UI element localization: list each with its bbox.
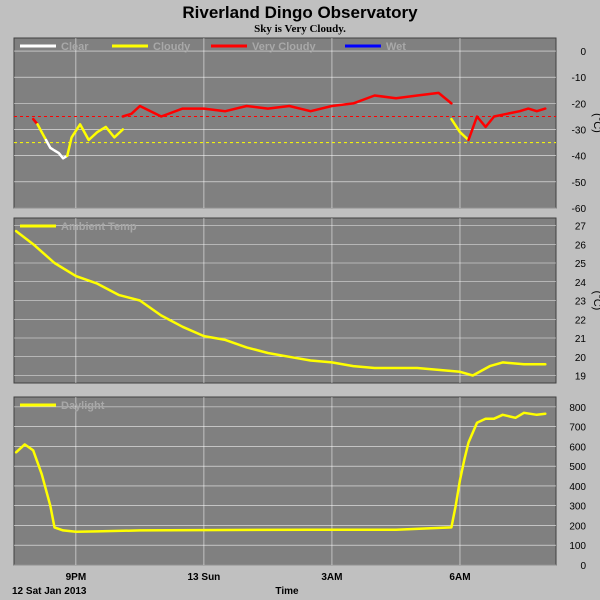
series-line: [66, 123, 125, 157]
legend-item: Daylight: [20, 400, 105, 412]
y-tick-label: 500: [569, 462, 586, 473]
y-tick-label: 300: [569, 502, 586, 513]
y-tick-label: 600: [569, 442, 586, 453]
y-tick-label: 100: [569, 541, 586, 552]
legend-item: Cloudy: [112, 41, 191, 53]
x-axis-start-date: 12 Sat Jan 2013: [12, 586, 87, 597]
y-tick-label: 800: [569, 403, 586, 414]
y-tick-label: 26: [575, 240, 587, 251]
plot-area: [13, 37, 557, 209]
y-tick-label: -40: [572, 152, 587, 163]
y-tick-label: 27: [575, 222, 587, 233]
legend-item: Ambient Temp: [20, 221, 137, 233]
chart-title: Riverland Dingo Observatory: [182, 3, 418, 22]
series-line: [36, 123, 48, 142]
series-line: [14, 229, 547, 377]
series-line: [450, 117, 470, 142]
legend-label: Very Cloudy: [252, 41, 316, 53]
y-tick-label: -30: [572, 126, 587, 137]
y-axis-label: (°C): [591, 113, 600, 133]
x-tick-label: 13 Sun: [188, 572, 221, 583]
legend-label: Cloudy: [153, 41, 191, 53]
chart-panel-3: 800 700 600 500 400 300 200 100 0 Daylight: [13, 396, 586, 572]
legend-item: Very Cloudy: [211, 41, 316, 53]
y-tick-label: 25: [575, 259, 587, 270]
x-tick-label: 6AM: [449, 572, 470, 583]
y-tick-label: 200: [569, 521, 586, 532]
y-tick-label: -50: [572, 178, 587, 189]
y-tick-label: 24: [575, 278, 587, 289]
series-line: [14, 411, 547, 534]
legend-item: Wet: [345, 41, 406, 53]
chart-panels: 0 -10 -20 -30 -40 -50 -60 (°C) Clear Cloudy Very C…: [13, 37, 600, 572]
legend-label: Daylight: [61, 400, 105, 412]
chart-panel-1: 0 -10 -20 -30 -40 -50 -60 (°C) Clear Cloudy Very C…: [13, 37, 600, 215]
x-tick-label: 9PM: [66, 572, 87, 583]
y-tick-label: 22: [575, 315, 587, 326]
x-tick-label: 3AM: [321, 572, 342, 583]
y-tick-label: 20: [575, 353, 587, 364]
y-tick-label: 19: [575, 372, 587, 383]
plot-area: [13, 396, 557, 566]
x-axis-label: Time: [275, 586, 299, 597]
y-tick-label: -60: [572, 204, 587, 215]
y-tick-label: 23: [575, 297, 587, 308]
y-axis-label: (°C): [591, 291, 600, 311]
y-tick-label: 0: [580, 47, 586, 58]
series-line: [121, 91, 453, 118]
y-tick-label: 21: [575, 334, 587, 345]
series-line: [467, 107, 547, 142]
y-tick-label: -10: [572, 73, 587, 84]
y-tick-label: 0: [580, 561, 586, 572]
legend-label: Clear: [61, 41, 89, 53]
legend-label: Ambient Temp: [61, 221, 137, 233]
y-tick-label: 700: [569, 423, 586, 434]
chart-subtitle: Sky is Very Cloudy.: [254, 23, 346, 35]
legend-item: Clear: [20, 41, 89, 53]
x-axis: 9PM 13 Sun 3AM 6AM 12 Sat Jan 2013 Time: [12, 572, 471, 597]
y-tick-label: -20: [572, 99, 587, 110]
y-tick-label: 400: [569, 482, 586, 493]
legend-label: Wet: [386, 41, 406, 53]
series-line: [44, 138, 69, 160]
chart-panel-2: 27 26 25 24 23 22 21 20 19 (°C) Ambient Temp: [13, 217, 600, 384]
